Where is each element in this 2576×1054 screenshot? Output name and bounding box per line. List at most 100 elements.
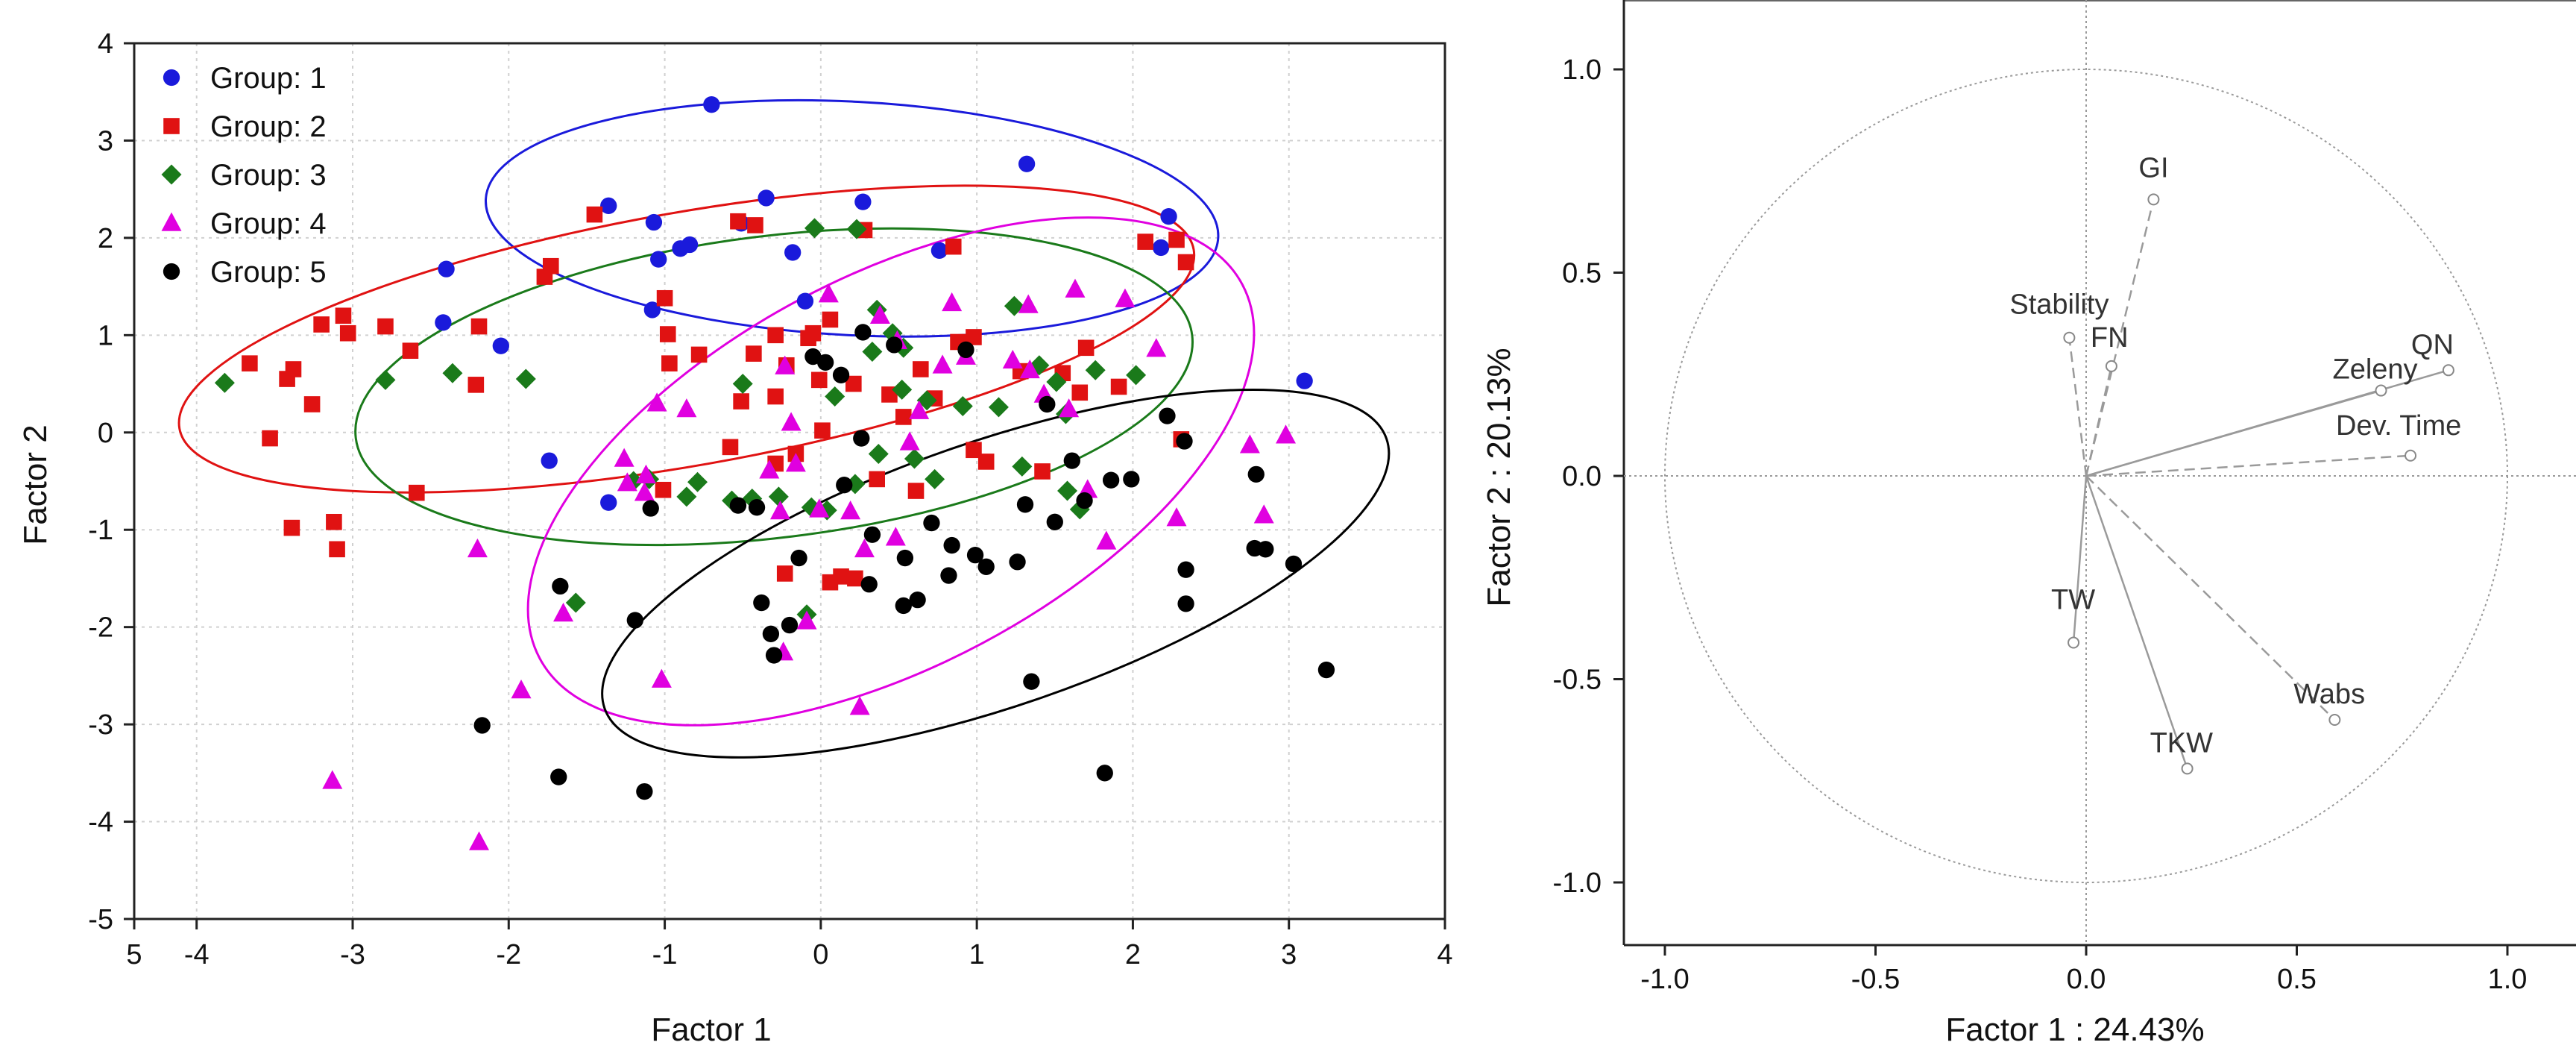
data-point-group-5: [636, 782, 653, 800]
data-point-group-4: [769, 501, 790, 520]
data-point-group-4: [676, 398, 697, 418]
legend-marker-group-2: [163, 118, 180, 134]
data-point-group-3: [846, 219, 867, 239]
data-point-group-2: [767, 388, 784, 405]
data-point-group-1: [1296, 372, 1313, 389]
data-point-group-1: [681, 236, 699, 254]
right-x-ticks: -1.0 -0.5 0.0 0.5 1.0: [1640, 945, 2527, 995]
data-point-group-5: [1009, 553, 1026, 571]
data-point-group-3: [442, 363, 463, 383]
legend-marker-group-3: [161, 164, 182, 185]
data-point-group-1: [600, 197, 617, 215]
left-x-axis-label: Factor 1: [651, 1011, 771, 1048]
data-point-group-5: [832, 366, 850, 383]
data-point-group-4: [1002, 349, 1023, 369]
data-point-group-1: [492, 337, 509, 354]
legend-label-group-2: Group: 2: [210, 110, 327, 143]
data-point-group-5: [1016, 496, 1034, 513]
vector-endpoint: [2375, 384, 2387, 397]
data-point-group-2: [767, 327, 784, 344]
data-point-group-2: [1137, 233, 1153, 250]
data-point-group-2: [804, 324, 822, 342]
data-point-group-3: [1085, 360, 1106, 380]
left-y-tick-label: 0: [98, 418, 113, 449]
data-point-group-5: [1076, 492, 1093, 509]
data-point-group-2: [730, 213, 746, 230]
variable-label: FN: [2091, 322, 2129, 354]
data-point-group-2: [656, 289, 673, 307]
vector-endpoint: [2105, 360, 2117, 372]
right-loading-plot: Factor 1 : 24.43% Factor 2 : 20.13% GI St…: [1481, 0, 2576, 1048]
right-y-tick-label: 0.5: [1562, 258, 1602, 289]
variable-label: QN: [2411, 329, 2454, 360]
data-point-group-2: [409, 484, 425, 501]
data-point-group-1: [854, 193, 872, 210]
data-point-group-5: [781, 616, 799, 634]
data-point-group-4: [646, 392, 667, 412]
left-x-ticks: 5 -4 -3 -2 -1 0 1 2 3 4: [126, 919, 1453, 970]
legend: Group: 1 Group: 2 Group: 3 Group: 4 Group: 5: [161, 62, 327, 289]
data-point-group-4: [635, 464, 656, 483]
legend-label-group-1: Group: 1: [210, 62, 327, 95]
data-point-group-4: [840, 501, 861, 520]
vector-endpoint: [2405, 449, 2417, 462]
data-point-group-3: [732, 374, 753, 395]
data-point-group-5: [1039, 395, 1056, 413]
data-point-group-2: [339, 324, 356, 342]
data-point-group-5: [977, 558, 995, 575]
right-y-ticks: 1.0 0.5 0.0 -0.5 -1.0: [1553, 54, 1624, 899]
data-point-group-4: [781, 412, 802, 431]
data-point-group-2: [377, 318, 394, 335]
right-x-tick-label: 1.0: [2488, 964, 2528, 995]
data-point-group-5: [1023, 673, 1040, 690]
variable-label: TW: [2051, 584, 2095, 615]
data-point-group-2: [659, 326, 676, 342]
variable-label: Dev. Time: [2336, 410, 2461, 442]
data-point-group-5: [1177, 561, 1194, 578]
data-point-group-5: [1046, 513, 1063, 530]
data-point-group-2: [285, 361, 302, 377]
data-point-group-2: [907, 483, 925, 499]
left-y-tick-label: 4: [98, 28, 113, 60]
data-point-group-5: [863, 526, 881, 543]
left-ellipses: [177, 98, 1391, 759]
data-point-group-1: [435, 314, 452, 331]
data-point-group-3: [1004, 295, 1024, 316]
data-point-group-4: [469, 831, 490, 850]
left-x-tick-label: 4: [1437, 939, 1452, 970]
data-point-group-5: [790, 549, 807, 567]
data-point-group-2: [1077, 339, 1095, 357]
left-x-tick-label: -1: [652, 939, 678, 970]
data-point-group-2: [810, 371, 828, 389]
data-point-group-5: [729, 497, 747, 514]
data-point-group-4: [775, 355, 796, 374]
data-point-group-2: [913, 361, 929, 377]
data-point-group-4: [909, 400, 930, 419]
data-point-group-2: [966, 329, 982, 345]
left-y-ticks: 4 3 2 1 0 -1 -2 -3 -4 -5: [88, 28, 134, 935]
data-point-group-1: [650, 251, 667, 268]
left-x-tick-label: -2: [496, 939, 521, 970]
data-point-group-5: [816, 354, 834, 371]
data-point-group-2: [747, 217, 763, 233]
data-point-group-2: [966, 442, 982, 459]
data-point-group-1: [645, 213, 663, 231]
data-point-group-4: [1276, 424, 1297, 444]
data-point-group-3: [768, 486, 789, 507]
data-point-group-2: [814, 422, 831, 439]
data-point-group-4: [651, 668, 672, 688]
data-point-group-5: [765, 647, 783, 664]
data-point-group-3: [375, 369, 396, 390]
left-y-tick-label: -4: [88, 807, 113, 838]
data-point-group-3: [565, 592, 586, 613]
vector-endpoint: [2063, 331, 2076, 344]
right-y-tick-label: -0.5: [1553, 665, 1602, 696]
right-y-tick-label: 1.0: [1562, 54, 1602, 86]
series-group-4: [322, 278, 1297, 850]
data-point-group-3: [916, 390, 937, 411]
data-point-group-3: [825, 386, 845, 407]
data-point-group-5: [1317, 661, 1335, 679]
legend-label-group-5: Group: 5: [210, 256, 327, 289]
data-point-group-5: [1063, 452, 1080, 469]
